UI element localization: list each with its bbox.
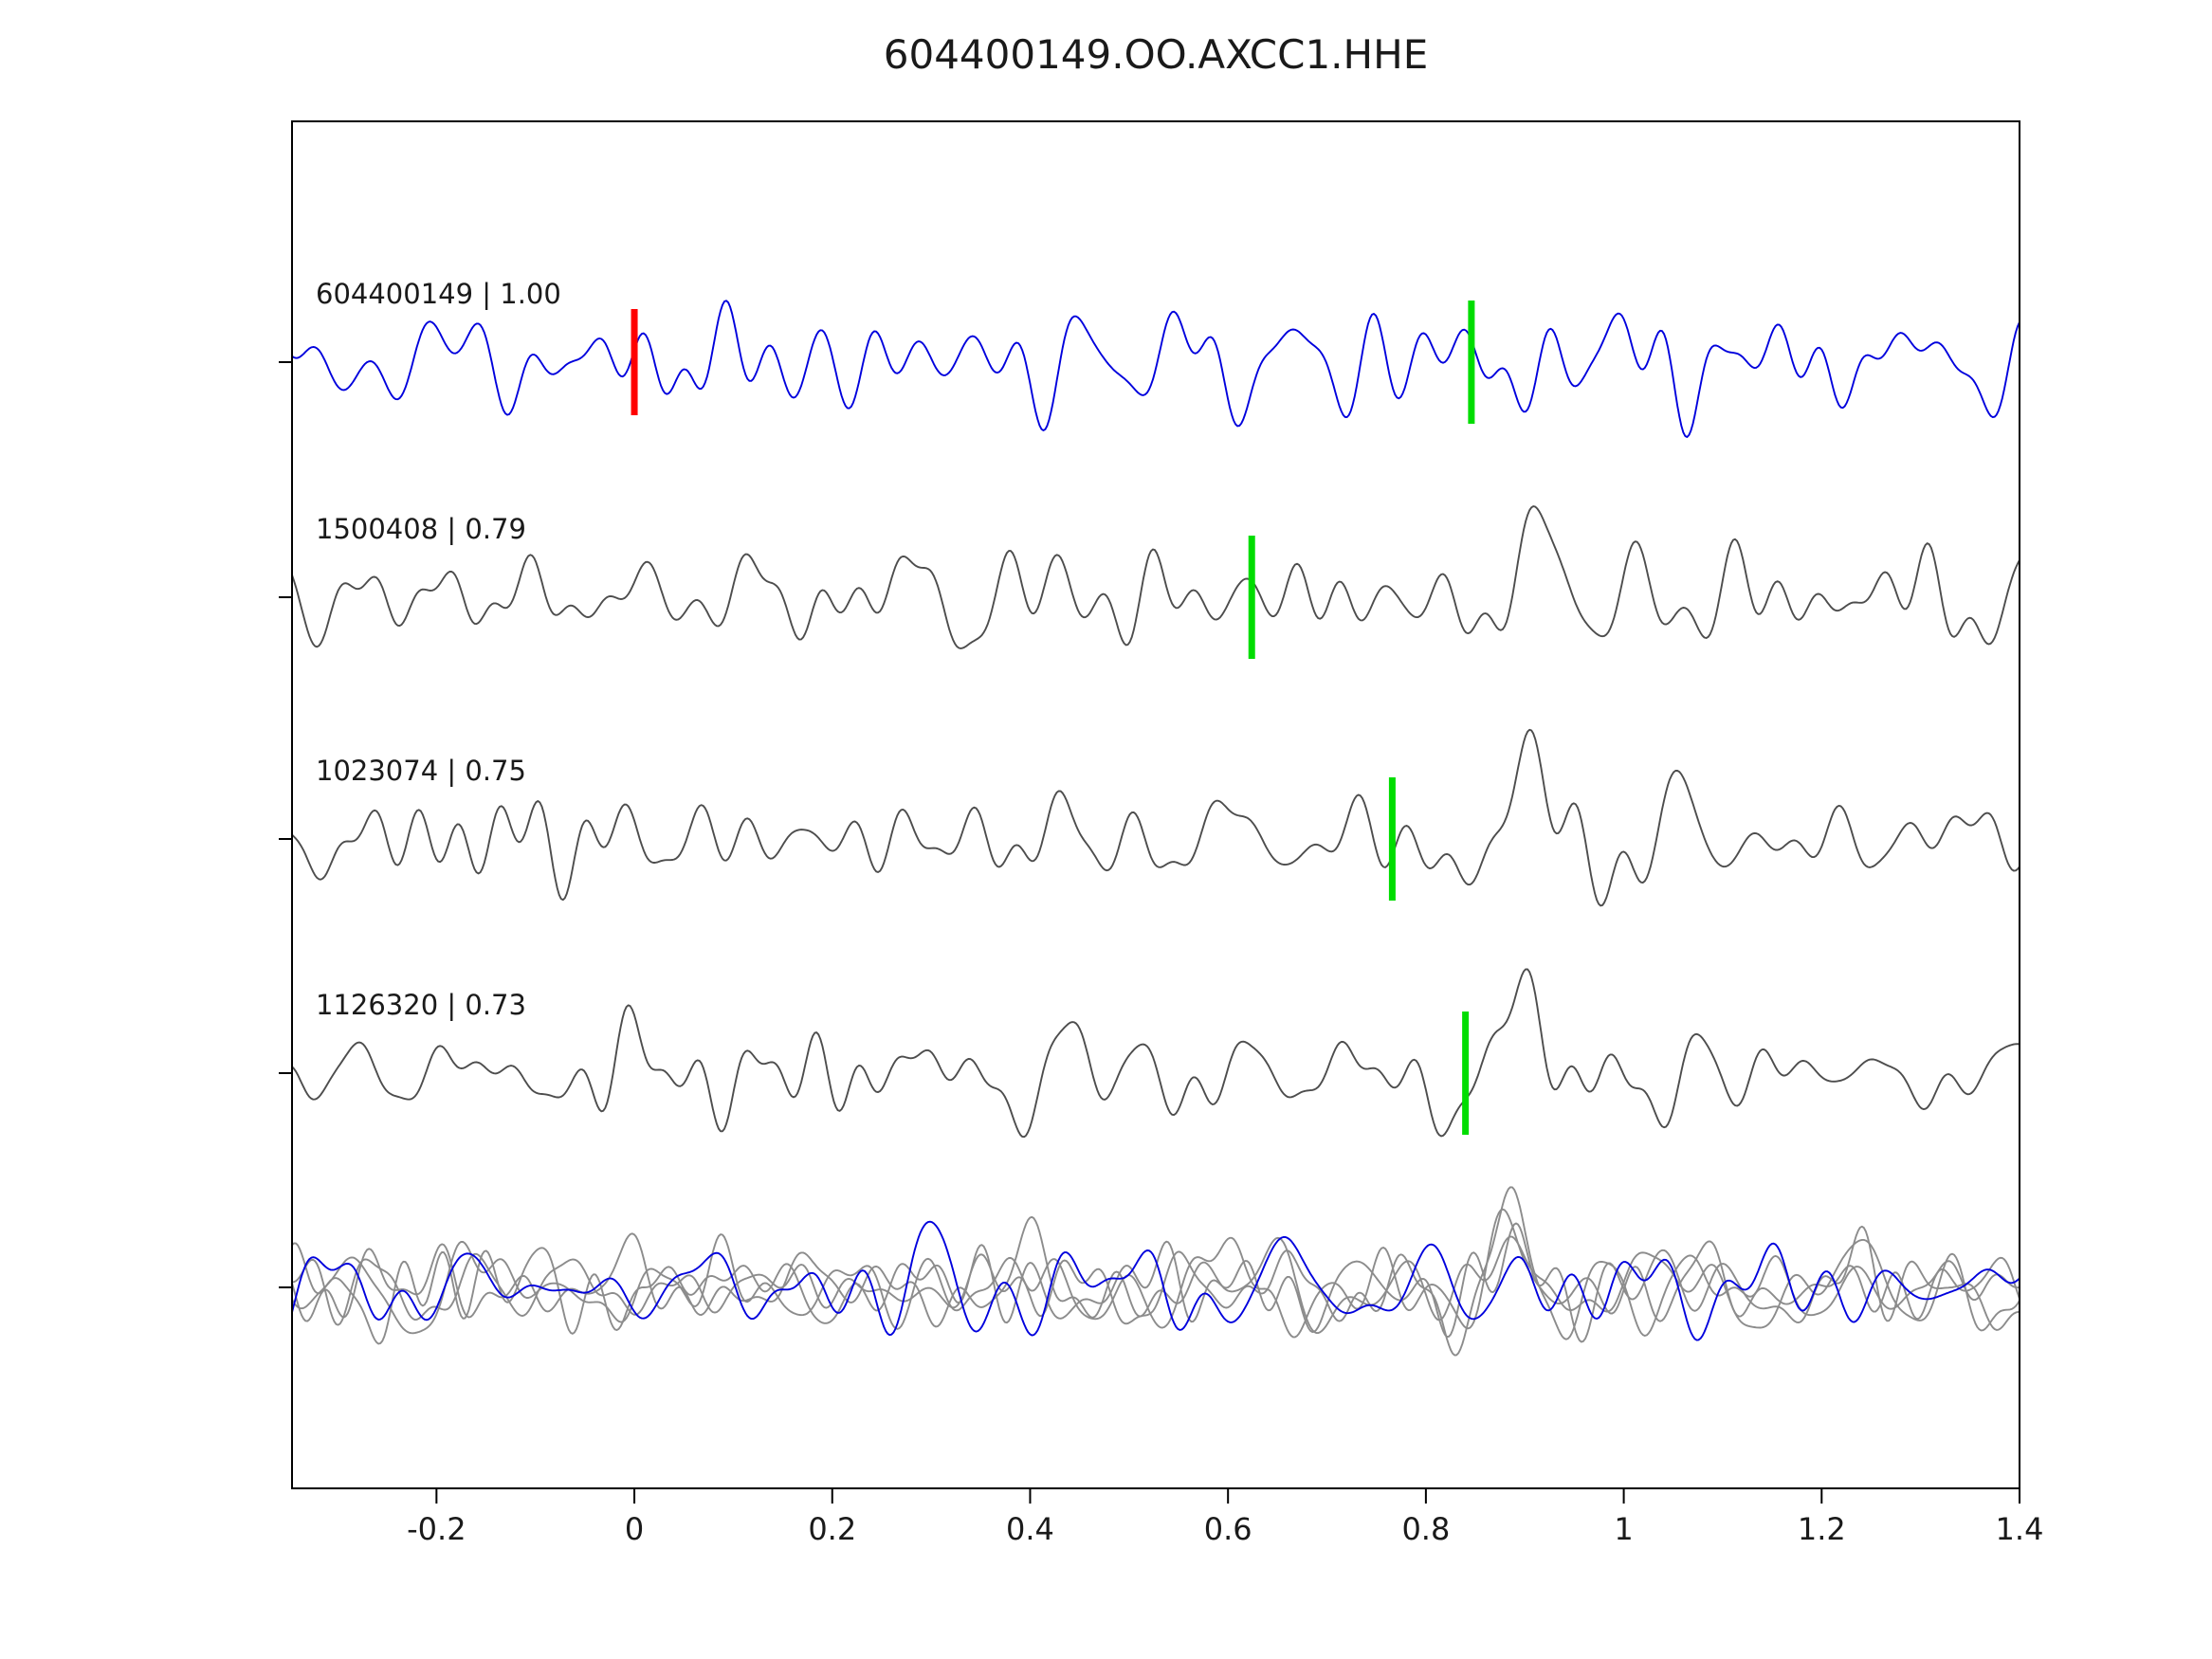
axes-border: [291, 120, 2020, 1489]
x-tick-label: 0: [625, 1511, 644, 1547]
trace-label-1500408: 1500408 | 0.79: [316, 513, 526, 545]
waveform-trace-1023074: [292, 728, 2020, 907]
trace-label-1023074: 1023074 | 0.75: [316, 755, 526, 787]
x-tick-label: 0.2: [808, 1511, 856, 1547]
pick-marker-green: [1248, 536, 1255, 659]
x-tick-label: 0.4: [1006, 1511, 1054, 1547]
x-tick-label: 1.2: [1798, 1511, 1846, 1547]
trace-label-1126320: 1126320 | 0.73: [316, 989, 526, 1021]
pick-marker-green: [1462, 1012, 1470, 1135]
waveform-trace-1126320: [292, 968, 2020, 1139]
x-tick-label: -0.2: [407, 1511, 466, 1547]
x-tick-label: 0.8: [1401, 1511, 1450, 1547]
zero-marker-red: [631, 309, 638, 415]
x-tick-label: 1: [1614, 1511, 1633, 1547]
pick-marker-green: [1468, 301, 1475, 424]
waveform-trace-604400149: [292, 300, 2020, 438]
overlay-gray-trace: [292, 1222, 2020, 1345]
overlay-gray-trace: [292, 1186, 2020, 1357]
pick-marker-green: [1388, 777, 1396, 901]
overlay-gray-trace: [292, 1208, 2020, 1339]
trace-label-604400149: 604400149 | 1.00: [316, 278, 561, 310]
chart-title: 604400149.OO.AXCC1.HHE: [884, 31, 1429, 78]
x-tick-label: 0.6: [1204, 1511, 1252, 1547]
overlay-blue-trace: [292, 1220, 2020, 1341]
x-tick-label: 1.4: [1996, 1511, 2044, 1547]
waveform-trace-1500408: [292, 505, 2020, 649]
